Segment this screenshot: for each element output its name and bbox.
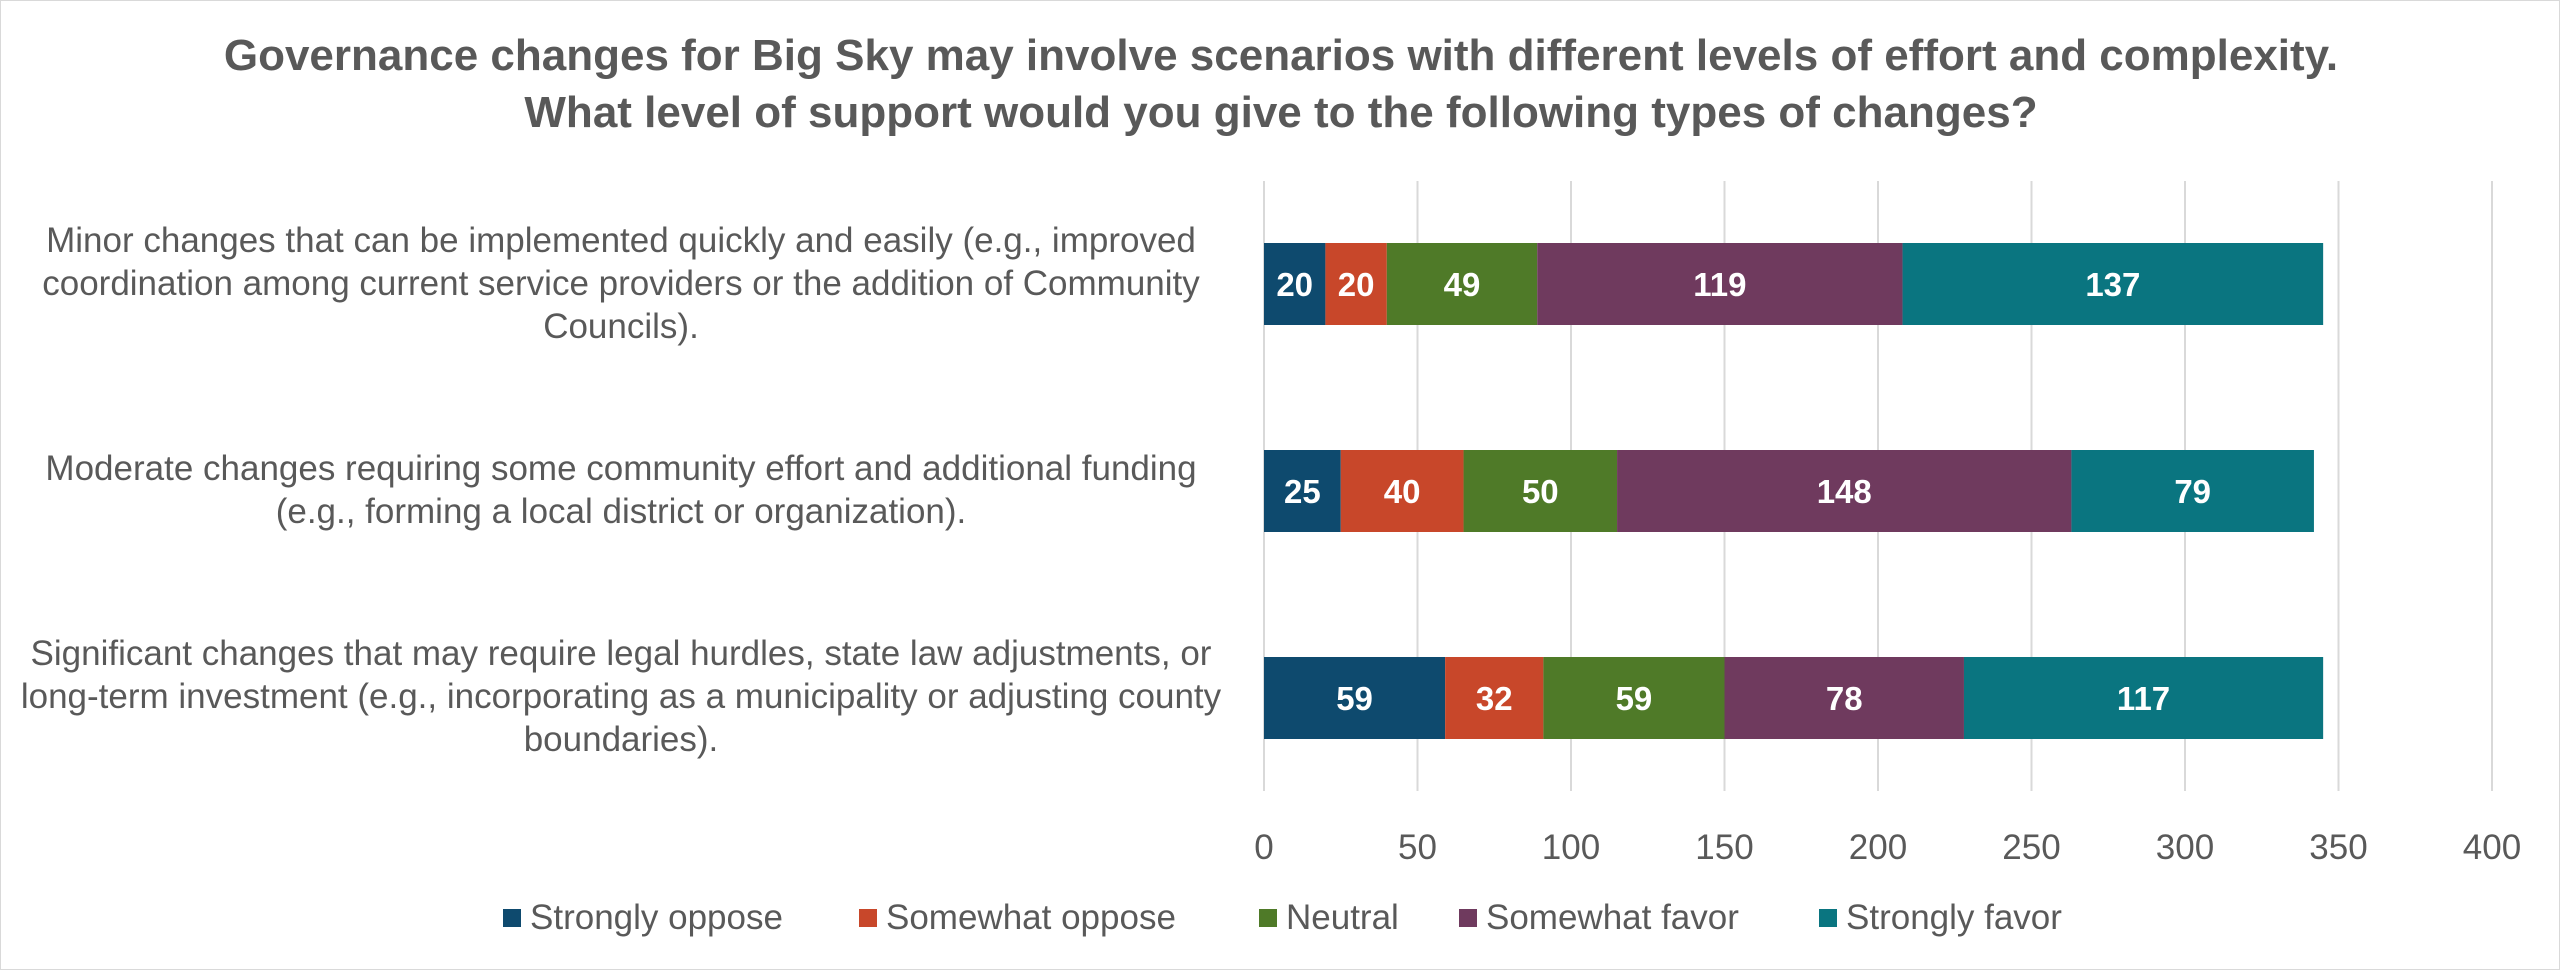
legend-swatch xyxy=(503,909,521,927)
legend-label: Neutral xyxy=(1286,898,1399,937)
bar-segment xyxy=(1617,450,2072,532)
bar-segment xyxy=(1724,657,1964,739)
x-tick-label: 100 xyxy=(1542,828,1600,867)
bar-data-label: 49 xyxy=(1444,266,1481,303)
legend-swatch xyxy=(859,909,877,927)
bar-data-label: 40 xyxy=(1384,473,1421,510)
bar-segment xyxy=(1537,243,1903,325)
bar-segment xyxy=(1902,243,2324,325)
legend-label: Strongly favor xyxy=(1846,898,2062,937)
bar-segment xyxy=(1325,243,1387,325)
bar-segment xyxy=(1543,657,1725,739)
legend-item: Somewhat favor xyxy=(1459,893,1739,943)
bar-segment xyxy=(2071,450,2314,532)
bar-data-label: 148 xyxy=(1817,473,1872,510)
bar-segment xyxy=(1386,243,1538,325)
x-tick-label: 400 xyxy=(2463,828,2521,867)
bar-segment xyxy=(1445,657,1544,739)
legend-swatch xyxy=(1259,909,1277,927)
bar-data-label: 25 xyxy=(1284,473,1321,510)
legend-swatch xyxy=(1819,909,1837,927)
legend-item: Somewhat oppose xyxy=(859,893,1176,943)
bar-data-label: 78 xyxy=(1826,680,1863,717)
chart-plot: 0 50 100 150 200 250 300 350 400 20 20 49 119 137 25 40… xyxy=(1254,181,2521,867)
legend-label: Strongly oppose xyxy=(530,898,783,937)
bar-segment xyxy=(1963,657,2324,739)
legend-label: Somewhat favor xyxy=(1486,898,1739,937)
x-tick-label: 250 xyxy=(2002,828,2060,867)
legend-item: Neutral xyxy=(1259,893,1399,943)
bar-data-label: 20 xyxy=(1338,266,1375,303)
bar-data-label: 137 xyxy=(2085,266,2140,303)
bar-data-label: 79 xyxy=(2174,473,2211,510)
bar-data-label: 50 xyxy=(1522,473,1559,510)
bar-segment xyxy=(1340,450,1464,532)
legend: Strongly oppose Somewhat oppose Neutral Som… xyxy=(1,893,2560,943)
bar-segment xyxy=(1264,243,1326,325)
bar-data-label: 119 xyxy=(1693,266,1746,303)
x-tick-label: 0 xyxy=(1254,828,1273,867)
x-tick-label: 300 xyxy=(2156,828,2214,867)
category-label-minor: Minor changes that can be implemented qu… xyxy=(42,221,1200,346)
bar-data-label: 59 xyxy=(1616,680,1653,717)
category-label-significant: Significant changes that may require leg… xyxy=(20,634,1222,759)
bar-segment xyxy=(1463,450,1618,532)
legend-item: Strongly oppose xyxy=(503,893,783,943)
legend-item: Strongly favor xyxy=(1819,893,2062,943)
bar-data-label: 32 xyxy=(1476,680,1513,717)
bar-data-label: 117 xyxy=(2117,680,2170,717)
category-label-moderate: Moderate changes requiring some communit… xyxy=(45,449,1197,531)
x-tick-label: 350 xyxy=(2309,828,2367,867)
bar-data-label: 20 xyxy=(1276,266,1313,303)
legend-swatch xyxy=(1459,909,1477,927)
x-tick-label: 200 xyxy=(1849,828,1907,867)
bar-data-label: 59 xyxy=(1336,680,1373,717)
bar-segment xyxy=(1264,450,1341,532)
chart-title: Governance changes for Big Sky may invol… xyxy=(223,31,2339,137)
x-tick-label: 150 xyxy=(1695,828,1753,867)
legend-label: Somewhat oppose xyxy=(886,898,1176,937)
bar-segment xyxy=(1264,657,1446,739)
x-tick-label: 50 xyxy=(1398,828,1437,867)
